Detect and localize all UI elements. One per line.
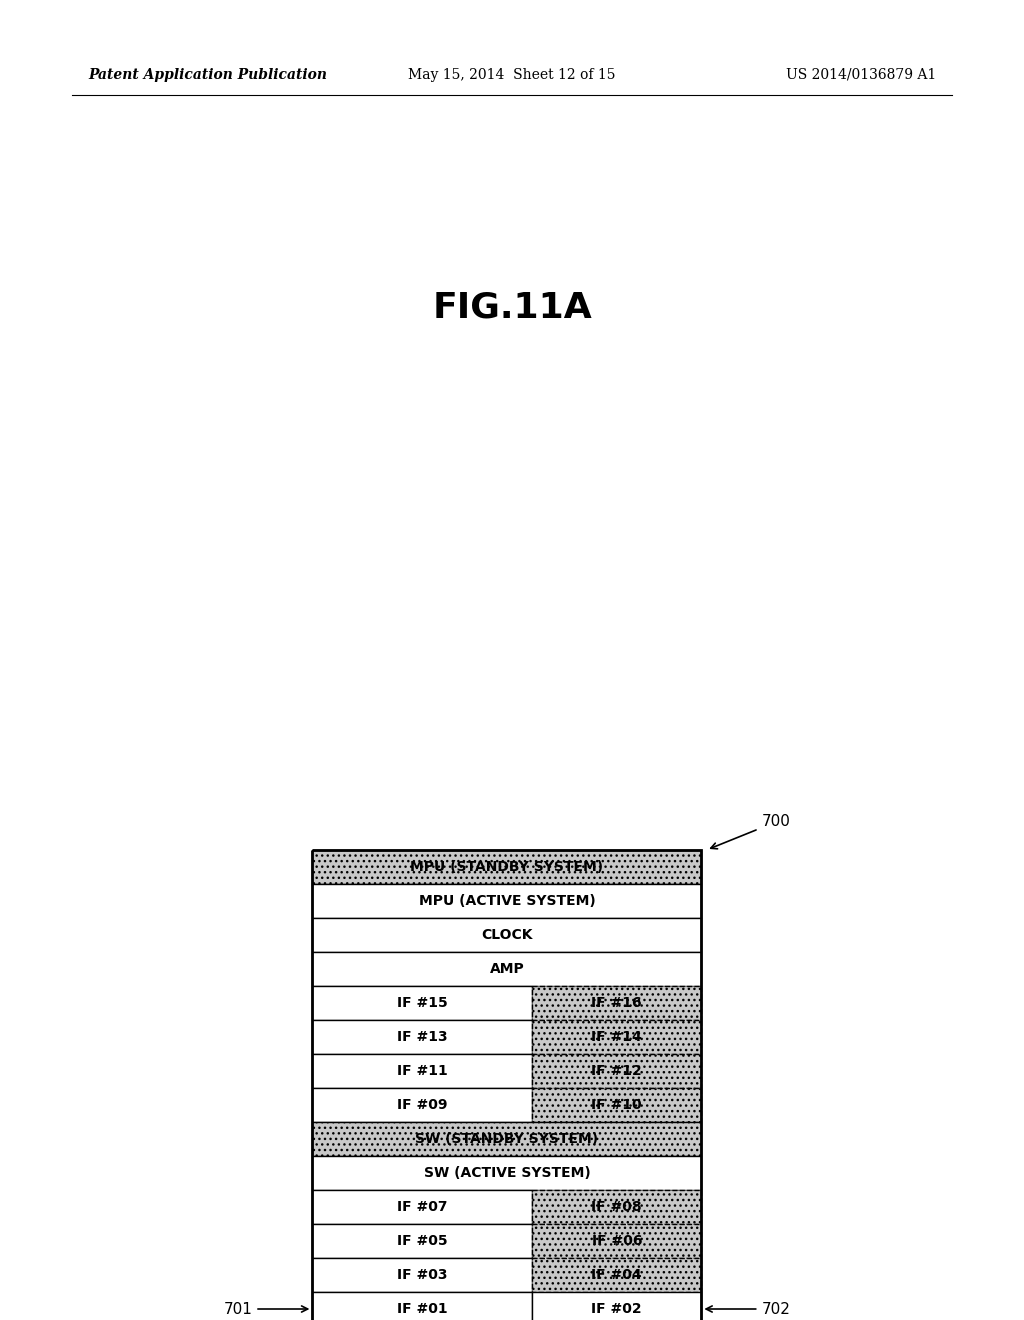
Text: FIG.11A: FIG.11A xyxy=(432,290,592,323)
Bar xyxy=(312,1122,701,1156)
Text: IF #13: IF #13 xyxy=(397,1030,447,1044)
Text: IF #07: IF #07 xyxy=(397,1200,447,1214)
Text: SW (STANDBY SYSTEM): SW (STANDBY SYSTEM) xyxy=(416,1133,598,1146)
Bar xyxy=(532,1053,701,1088)
Bar xyxy=(312,1088,532,1122)
Bar xyxy=(532,1088,701,1122)
Text: IF #05: IF #05 xyxy=(397,1234,447,1247)
Bar xyxy=(532,1020,701,1053)
Bar xyxy=(532,1224,701,1258)
Bar xyxy=(312,850,701,884)
Text: IF #06: IF #06 xyxy=(592,1234,642,1247)
Text: 702: 702 xyxy=(707,1302,791,1316)
Text: IF #15: IF #15 xyxy=(397,997,447,1010)
Text: 701: 701 xyxy=(223,1302,307,1316)
Bar xyxy=(532,986,701,1020)
Bar xyxy=(312,1224,532,1258)
Bar xyxy=(312,952,701,986)
Text: 700: 700 xyxy=(711,814,791,849)
Text: IF #14: IF #14 xyxy=(592,1030,642,1044)
Text: IF #01: IF #01 xyxy=(397,1302,447,1316)
Text: Patent Application Publication: Patent Application Publication xyxy=(88,69,327,82)
Bar xyxy=(312,850,701,1320)
Bar xyxy=(312,986,532,1020)
Text: IF #09: IF #09 xyxy=(397,1098,447,1111)
Text: IF #12: IF #12 xyxy=(592,1064,642,1078)
Bar xyxy=(312,1053,532,1088)
Bar xyxy=(532,1292,701,1320)
Bar xyxy=(312,1191,532,1224)
Text: MPU (STANDBY SYSTEM): MPU (STANDBY SYSTEM) xyxy=(411,861,603,874)
Text: IF #10: IF #10 xyxy=(592,1098,642,1111)
Text: CLOCK: CLOCK xyxy=(481,928,532,942)
Text: IF #08: IF #08 xyxy=(592,1200,642,1214)
Bar xyxy=(312,917,701,952)
Bar xyxy=(312,1156,701,1191)
Bar xyxy=(532,1258,701,1292)
Bar xyxy=(312,884,701,917)
Text: US 2014/0136879 A1: US 2014/0136879 A1 xyxy=(785,69,936,82)
Text: May 15, 2014  Sheet 12 of 15: May 15, 2014 Sheet 12 of 15 xyxy=(409,69,615,82)
Text: MPU (ACTIVE SYSTEM): MPU (ACTIVE SYSTEM) xyxy=(419,894,595,908)
Bar xyxy=(312,1020,532,1053)
Bar xyxy=(312,1258,532,1292)
Text: IF #16: IF #16 xyxy=(592,997,642,1010)
Text: IF #02: IF #02 xyxy=(592,1302,642,1316)
Text: IF #04: IF #04 xyxy=(592,1269,642,1282)
Bar xyxy=(312,1292,532,1320)
Text: IF #11: IF #11 xyxy=(397,1064,447,1078)
Text: AMP: AMP xyxy=(489,962,524,975)
Text: IF #03: IF #03 xyxy=(397,1269,447,1282)
Text: SW (ACTIVE SYSTEM): SW (ACTIVE SYSTEM) xyxy=(424,1166,590,1180)
Bar xyxy=(532,1191,701,1224)
